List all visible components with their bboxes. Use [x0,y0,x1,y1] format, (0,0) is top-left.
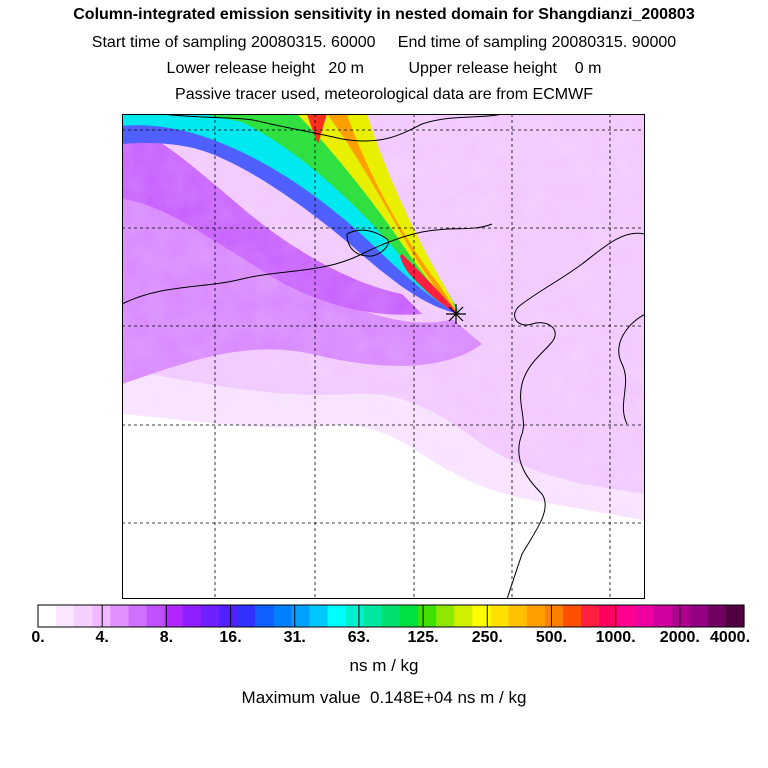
colorbar-swatch [345,605,365,627]
colorbar-swatch [562,605,582,627]
colorbar-swatch [381,605,401,627]
colorbar-tick-label: 250. [471,629,503,646]
colorbar-swatch [92,605,112,627]
colorbar-tick-label: 4. [95,629,109,646]
colorbar-swatch [200,605,220,627]
receptor-marker [446,304,466,324]
colorbar-swatch [617,605,636,627]
map-title: Column-integrated emission sensitivity i… [73,6,695,23]
map-frame [122,114,645,599]
colorbar [37,604,745,628]
colorbar-tick-label: 8. [159,629,174,646]
colorbar-swatch [74,605,93,627]
plume-blue [122,114,460,314]
colorbar-swatch [363,605,383,627]
colorbar-swatch [110,605,130,627]
sampling-time-line: Start time of sampling 20080315. 60000 E… [91,34,677,51]
colorbar-swatch [219,605,238,627]
colorbar-tick-label: 500. [535,629,568,646]
colorbar-swatch [291,605,311,627]
colorbar-swatch [146,605,166,627]
province-border [122,223,493,305]
colorbar-swatch [182,605,202,627]
colorbar-swatch [309,605,329,627]
colorbar-swatch [635,605,655,627]
region-outline [346,229,389,257]
colorbar-swatch [472,605,492,627]
colorbar-swatch [400,605,419,627]
colorbar-swatch [581,605,600,627]
colorbar-swatch [128,605,148,627]
colorbar-swatch [273,605,293,627]
plume-red-top [307,114,327,144]
release-height-line: Lower release height 20 m Upper release … [166,60,602,77]
colorbar-swatch [725,605,745,627]
colorbar-swatch [671,605,691,627]
colorbar-swatch [526,605,546,627]
colorbar-swatch [544,605,564,627]
peninsula-coast [618,313,645,425]
colorbar-swatch [56,605,75,627]
plume-red-core [400,254,460,314]
colorbar-swatch [490,605,510,627]
colorbar-swatch [418,605,437,627]
coastline [506,232,645,599]
colorbar-swatch [237,605,256,627]
plume-green [202,114,458,312]
colorbar-tick-label: 1000. [595,629,636,646]
colorbar-tick-label: 4000. [709,629,751,646]
colorbar-swatch [255,605,274,627]
colorbar-tick-label: 125. [407,629,439,646]
colorbar-tick-label: 0. [31,629,45,646]
colorbar-swatch [454,605,474,627]
maximum-value-text: Maximum value 0.148E+04 ns m / kg [241,688,527,707]
country-border [161,114,503,142]
colorbar-tick-label: 31. [283,629,306,646]
colorbar-swatch [653,605,673,627]
colorbar-swatch [599,605,618,627]
colorbar-tick-label: 16. [219,629,242,646]
colorbar-swatch [436,605,455,627]
colorbar-swatch [38,605,57,627]
colorbar-units: ns m / kg [349,656,419,675]
colorbar-swatch [327,605,347,627]
colorbar-swatch [508,605,528,627]
colorbar-swatch [707,605,727,627]
map-gridlines [122,114,645,599]
colorbar-swatch [164,605,184,627]
plume-orange [302,114,455,310]
colorbar-tick-label: 63. [347,629,371,646]
colorbar-frame [37,604,745,628]
emission-sensitivity-map [122,114,645,599]
colorbar-tick-label: 2000. [659,629,700,646]
tracer-info-line: Passive tracer used, meteorological data… [175,86,593,103]
colorbar-swatch [689,605,709,627]
